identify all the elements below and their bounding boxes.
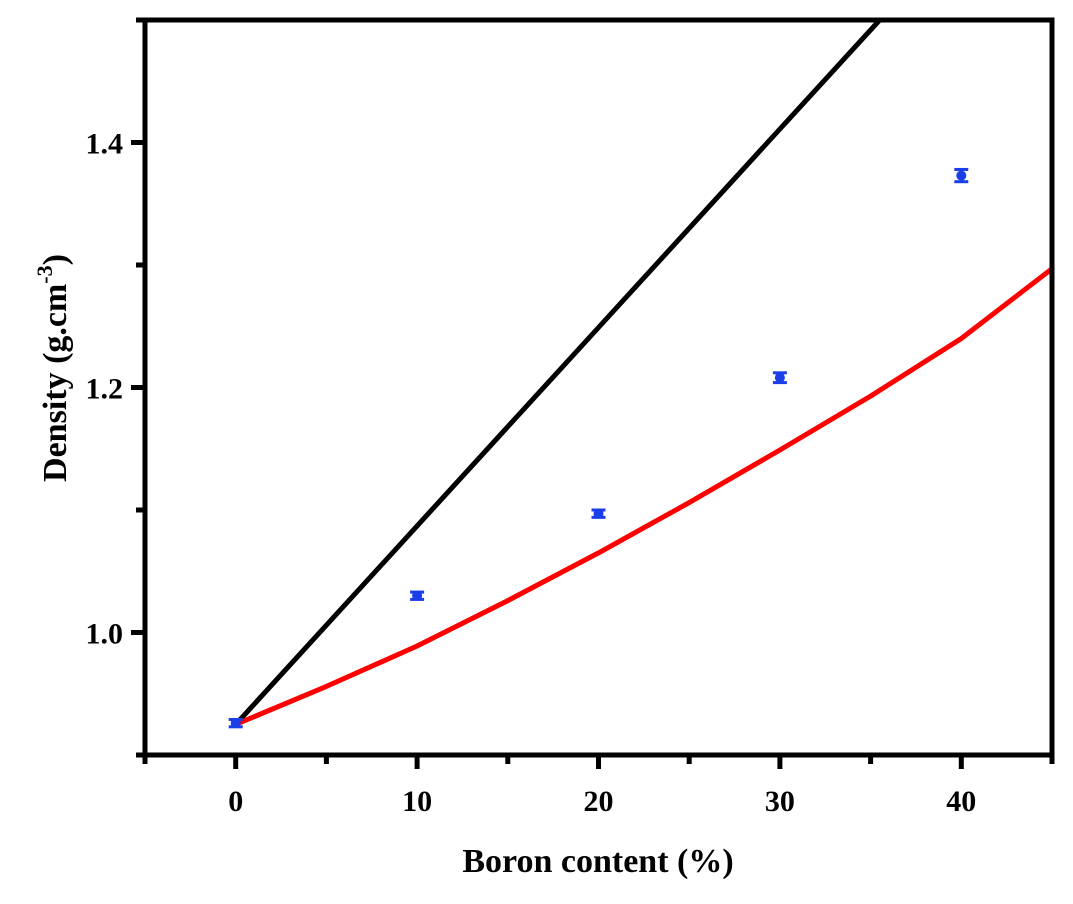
x-tick-label: 0 <box>228 785 243 818</box>
y-tick-label: 1.4 <box>86 128 124 161</box>
series-line-0 <box>233 20 884 727</box>
x-axis-ticks: 0 10 20 30 40 <box>142 755 1055 818</box>
plot-series <box>228 20 1052 729</box>
data-point <box>954 167 969 184</box>
y-axis-title: Density (g.cm-3) <box>32 254 74 482</box>
data-point <box>591 508 606 519</box>
data-point <box>772 371 787 385</box>
x-tick-label: 40 <box>946 785 976 818</box>
x-tick-label: 20 <box>584 785 614 818</box>
plot-frame <box>142 17 1055 758</box>
series-line-1 <box>234 266 1052 727</box>
y-tick-label: 1.2 <box>86 373 124 406</box>
x-axis-title: Boron content (%) <box>462 843 733 880</box>
y-axis-ticks: 1.0 1.2 1.4 <box>86 17 145 758</box>
x-tick-label: 10 <box>402 785 432 818</box>
data-point <box>410 590 425 601</box>
y-tick-label: 1.0 <box>86 618 124 651</box>
x-tick-label: 30 <box>765 785 795 818</box>
y-axis-title-close: ) <box>37 254 74 265</box>
y-axis-title-main: Density (g.cm <box>37 284 74 482</box>
data-point <box>228 717 243 729</box>
y-axis-title-superscript: -3 <box>32 265 57 283</box>
